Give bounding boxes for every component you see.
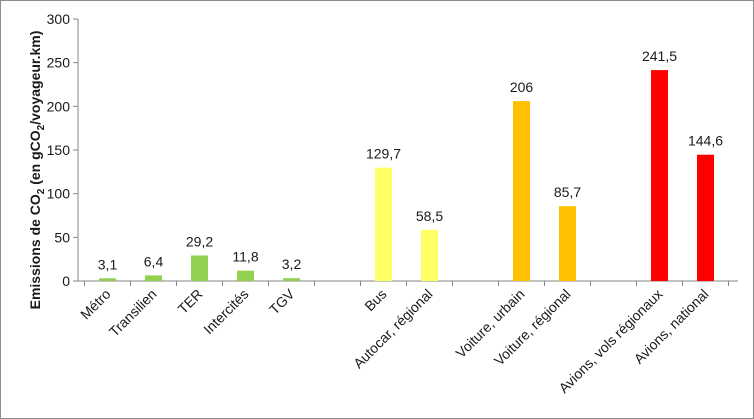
bar xyxy=(99,278,116,281)
bars xyxy=(99,70,714,282)
y-axis-title-suffix: /voyageur.km) xyxy=(27,31,43,125)
axes: 0 50 100 150 200 250 300 xyxy=(47,11,738,289)
y-tick-label: 300 xyxy=(47,11,71,27)
y-tick-label: 250 xyxy=(47,55,71,71)
y-axis-title-middle: (en gCO xyxy=(27,130,43,188)
data-label: 6,4 xyxy=(144,253,164,269)
category-label: Autocar, régional xyxy=(350,286,436,372)
bar xyxy=(421,229,438,281)
bar xyxy=(237,270,254,281)
data-label: 58,5 xyxy=(416,208,443,224)
bar xyxy=(375,167,392,281)
y-axis-title-prefix: Emissions de CO xyxy=(27,194,43,309)
y-tick-label: 150 xyxy=(47,142,71,158)
bar xyxy=(191,255,208,281)
data-label: 11,8 xyxy=(232,249,258,265)
category-label: Intercités xyxy=(200,286,251,337)
svg-text:Emissions de CO2 (en gCO2/voya: Emissions de CO2 (en gCO2/voyageur.km) xyxy=(27,31,47,310)
category-label: Transilien xyxy=(106,286,160,340)
labels: 3,1 Métro 6,4 Transilien 29,2 TER 11,8 Intercit… xyxy=(77,48,723,396)
y-tick-label: 200 xyxy=(47,98,71,114)
data-label: 206 xyxy=(510,79,534,95)
data-label: 3,1 xyxy=(98,256,118,272)
bar xyxy=(283,278,300,281)
data-label: 29,2 xyxy=(186,233,213,249)
bar xyxy=(697,154,714,281)
y-tick-label: 50 xyxy=(54,229,70,245)
data-label: 241,5 xyxy=(642,48,677,64)
y-axis-title: Emissions de CO2 (en gCO2/voyageur.km) xyxy=(27,31,47,310)
y-tick-label: 0 xyxy=(62,273,70,289)
bar xyxy=(559,206,576,281)
y-tick-label: 100 xyxy=(47,186,71,202)
category-label: TER xyxy=(175,286,206,317)
data-label: 3,2 xyxy=(282,256,302,272)
category-label: Métro xyxy=(77,286,114,323)
bar xyxy=(651,70,668,281)
bar xyxy=(145,275,162,281)
y-axis-title-sub1: 2 xyxy=(36,188,47,194)
category-label: TGV xyxy=(266,285,298,317)
bar xyxy=(513,101,530,282)
data-label: 85,7 xyxy=(554,184,581,200)
y-axis-title-sub2: 2 xyxy=(36,124,47,130)
category-label: Bus xyxy=(361,286,389,314)
data-label: 144,6 xyxy=(688,133,723,149)
data-label: 129,7 xyxy=(366,146,401,162)
